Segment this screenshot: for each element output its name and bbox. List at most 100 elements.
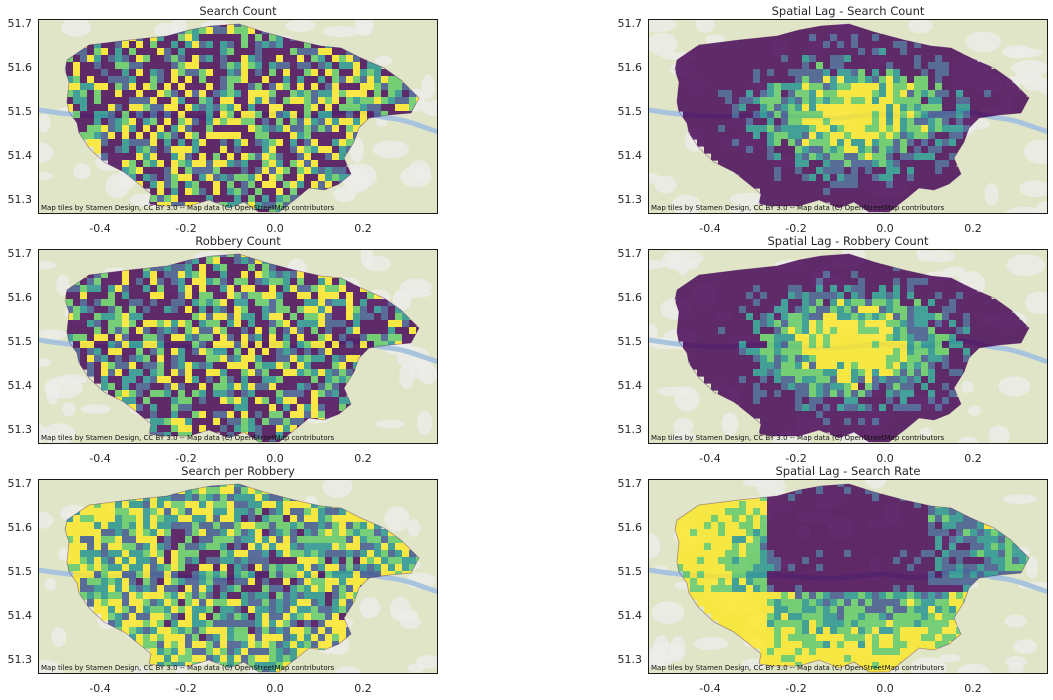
ward-polygon bbox=[115, 292, 123, 300]
ward-polygon bbox=[984, 341, 992, 349]
ward-polygon bbox=[858, 90, 866, 98]
ward-polygon bbox=[872, 174, 880, 182]
ward-polygon bbox=[774, 62, 782, 70]
ward-polygon bbox=[809, 153, 817, 161]
ward-polygon bbox=[276, 390, 284, 398]
map-svg bbox=[649, 250, 1047, 443]
ward-polygon bbox=[872, 292, 880, 300]
ward-polygon bbox=[213, 90, 221, 98]
ward-polygon bbox=[865, 34, 873, 42]
ward-polygon bbox=[830, 146, 838, 154]
ward-polygon bbox=[262, 355, 270, 363]
ward-polygon bbox=[157, 320, 165, 328]
ward-polygon bbox=[241, 334, 249, 342]
ward-polygon bbox=[192, 501, 200, 509]
ward-polygon bbox=[311, 90, 319, 98]
ward-polygon bbox=[122, 522, 130, 530]
ward-polygon bbox=[823, 76, 831, 84]
ward-polygon bbox=[949, 334, 957, 342]
ward-polygon bbox=[718, 97, 726, 105]
ward-polygon bbox=[774, 264, 782, 272]
ward-polygon bbox=[802, 425, 810, 433]
ward-polygon bbox=[178, 494, 186, 502]
ward-polygon bbox=[157, 557, 165, 565]
ward-polygon bbox=[837, 62, 845, 70]
ward-polygon bbox=[844, 174, 852, 182]
ward-polygon bbox=[746, 306, 754, 314]
ward-polygon bbox=[290, 195, 298, 203]
ward-polygon bbox=[332, 376, 340, 384]
ward-polygon bbox=[851, 397, 859, 405]
ward-polygon bbox=[101, 132, 109, 140]
ward-polygon bbox=[332, 564, 340, 572]
ward-polygon bbox=[248, 153, 256, 161]
ward-polygon bbox=[283, 306, 291, 314]
ward-polygon bbox=[781, 278, 789, 286]
ward-polygon bbox=[725, 48, 733, 56]
ward-polygon bbox=[816, 292, 824, 300]
ward-polygon bbox=[844, 195, 852, 203]
ward-polygon bbox=[935, 334, 943, 342]
ward-polygon bbox=[767, 48, 775, 56]
ward-polygon bbox=[248, 390, 256, 398]
ward-polygon bbox=[914, 404, 922, 412]
ward-polygon bbox=[80, 292, 88, 300]
basemap-urban-area bbox=[984, 182, 999, 206]
ward-polygon bbox=[683, 313, 691, 321]
ward-polygon bbox=[290, 320, 298, 328]
ward-polygon bbox=[830, 418, 838, 426]
ward-polygon bbox=[886, 139, 894, 147]
ward-polygon bbox=[234, 369, 242, 377]
ward-polygon bbox=[402, 543, 410, 551]
ward-polygon bbox=[851, 139, 859, 147]
ward-polygon bbox=[830, 397, 838, 405]
ward-polygon bbox=[760, 397, 768, 405]
ward-polygon bbox=[718, 292, 726, 300]
ward-polygon bbox=[704, 125, 712, 133]
ward-polygon bbox=[823, 104, 831, 112]
ward-polygon bbox=[157, 69, 165, 77]
ward-polygon bbox=[297, 278, 305, 286]
ward-polygon bbox=[178, 97, 186, 105]
ward-polygon bbox=[171, 578, 179, 586]
ward-polygon bbox=[760, 174, 768, 182]
basemap-urban-area bbox=[1006, 206, 1045, 213]
ward-polygon bbox=[115, 334, 123, 342]
ward-polygon bbox=[178, 508, 186, 516]
ward-polygon bbox=[255, 390, 263, 398]
ward-polygon bbox=[220, 404, 228, 412]
ward-polygon bbox=[921, 285, 929, 293]
ward-polygon bbox=[185, 153, 193, 161]
ward-polygon bbox=[227, 362, 235, 370]
ward-polygon bbox=[949, 327, 957, 335]
ward-polygon bbox=[136, 341, 144, 349]
ward-polygon bbox=[157, 271, 165, 279]
ward-polygon bbox=[949, 292, 957, 300]
ward-polygon bbox=[956, 111, 964, 119]
ward-polygon bbox=[774, 132, 782, 140]
ward-polygon bbox=[108, 320, 116, 328]
ward-polygon bbox=[381, 97, 389, 105]
ward-polygon bbox=[332, 306, 340, 314]
ward-polygon bbox=[809, 34, 817, 42]
ward-polygon bbox=[143, 536, 151, 544]
ward-polygon bbox=[276, 306, 284, 314]
ward-polygon bbox=[171, 132, 179, 140]
ward-polygon bbox=[80, 341, 88, 349]
ward-polygon bbox=[781, 69, 789, 77]
ward-polygon bbox=[935, 348, 943, 356]
ward-polygon bbox=[213, 125, 221, 133]
ward-polygon bbox=[234, 104, 242, 112]
ward-polygon bbox=[262, 348, 270, 356]
ward-polygon bbox=[269, 390, 277, 398]
ward-polygon bbox=[774, 139, 782, 147]
ward-polygon bbox=[304, 97, 312, 105]
ward-polygon bbox=[220, 132, 228, 140]
ward-polygon bbox=[129, 369, 137, 377]
ward-polygon bbox=[858, 355, 866, 363]
ward-polygon bbox=[150, 425, 158, 433]
ward-polygon bbox=[150, 299, 158, 307]
ward-polygon bbox=[325, 146, 333, 154]
ward-polygon bbox=[297, 104, 305, 112]
ward-polygon bbox=[388, 536, 396, 544]
